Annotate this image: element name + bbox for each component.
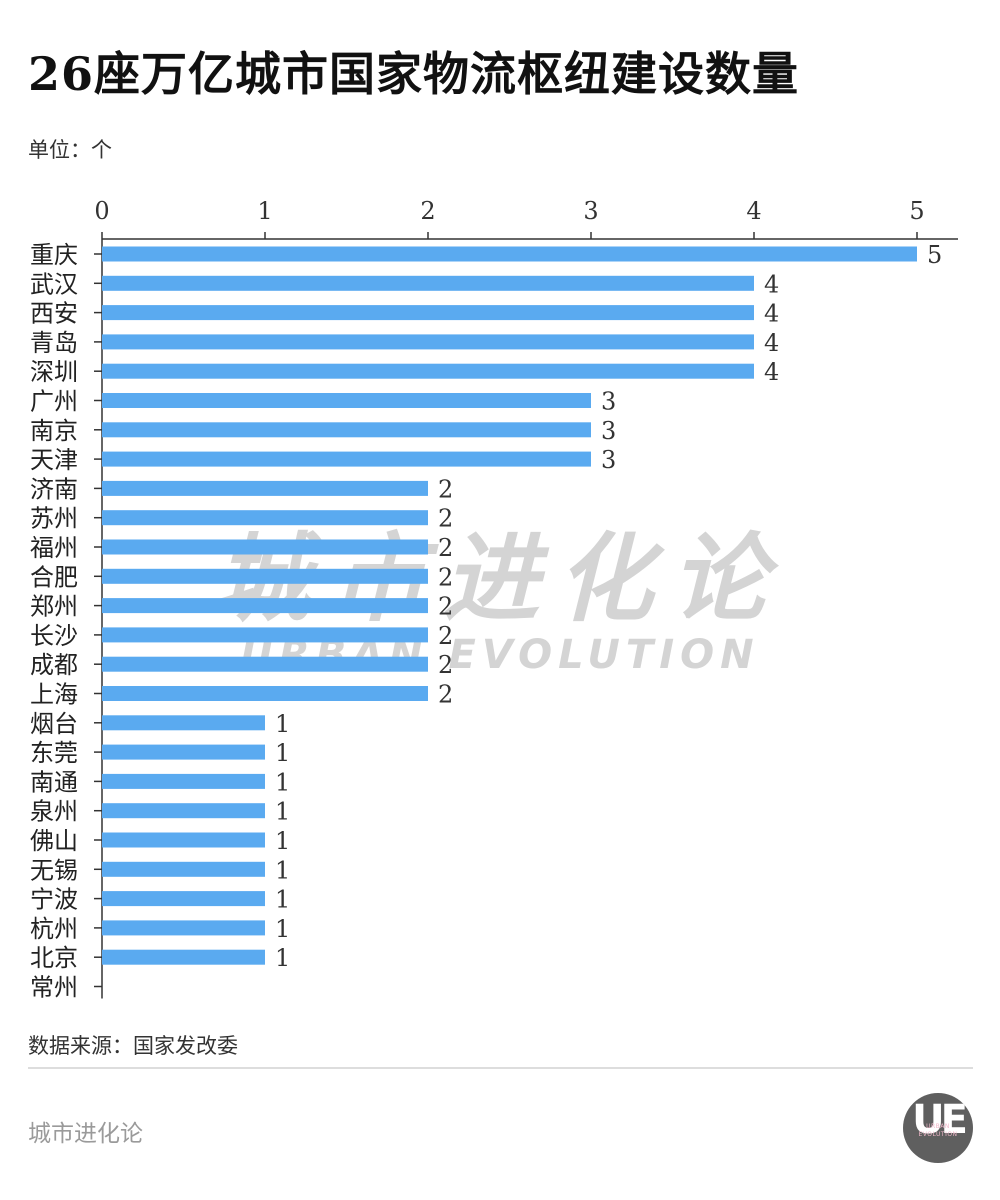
x-tick-label: 2 bbox=[420, 197, 435, 225]
value-label: 4 bbox=[764, 329, 779, 357]
category-label: 重庆 bbox=[30, 241, 78, 269]
bar bbox=[102, 363, 754, 379]
category-label: 宁波 bbox=[30, 886, 78, 914]
bar bbox=[102, 891, 265, 907]
category-label: 泉州 bbox=[30, 798, 78, 826]
x-tick-label: 3 bbox=[583, 197, 598, 225]
category-label: 南通 bbox=[30, 768, 78, 796]
category-label: 广州 bbox=[30, 388, 78, 416]
value-label: 3 bbox=[601, 446, 616, 474]
bar bbox=[102, 949, 265, 965]
bar bbox=[102, 656, 428, 672]
logo-letters: UE bbox=[912, 1097, 968, 1143]
value-label: 3 bbox=[601, 417, 616, 445]
x-tick-label: 1 bbox=[257, 197, 272, 225]
bar bbox=[102, 568, 428, 584]
bar bbox=[102, 510, 428, 526]
category-label: 青岛 bbox=[30, 329, 78, 357]
value-label: 1 bbox=[275, 915, 290, 943]
logo-sub-line-1: URBAN bbox=[926, 1123, 950, 1130]
value-label: 4 bbox=[764, 358, 779, 386]
bar bbox=[102, 305, 754, 321]
value-label: 1 bbox=[275, 710, 290, 738]
chart-title: 26座万亿城市国家物流枢纽建设数量 bbox=[28, 47, 800, 101]
x-tick-label: 4 bbox=[746, 197, 761, 225]
brand-logo: UE URBAN EVOLUTION bbox=[903, 1093, 973, 1163]
value-label: 2 bbox=[438, 534, 453, 562]
bar bbox=[102, 393, 591, 408]
value-label: 1 bbox=[275, 739, 290, 767]
bar bbox=[102, 627, 428, 643]
bar bbox=[102, 246, 917, 262]
x-tick-label: 5 bbox=[909, 197, 924, 225]
bar bbox=[102, 803, 265, 819]
value-label: 1 bbox=[275, 886, 290, 914]
value-label: 4 bbox=[764, 270, 779, 298]
footer-brand: 城市进化论 bbox=[28, 1121, 143, 1147]
bar bbox=[102, 715, 265, 731]
bar bbox=[102, 334, 754, 350]
category-label: 上海 bbox=[30, 681, 78, 709]
category-label: 无锡 bbox=[30, 856, 78, 884]
category-label: 武汉 bbox=[30, 270, 78, 298]
bar bbox=[102, 598, 428, 614]
value-label: 2 bbox=[438, 505, 453, 533]
bar bbox=[102, 539, 428, 555]
category-label: 郑州 bbox=[30, 593, 78, 621]
value-label: 1 bbox=[275, 856, 290, 884]
value-label: 2 bbox=[438, 475, 453, 503]
bar bbox=[102, 744, 265, 760]
category-label: 苏州 bbox=[30, 505, 78, 533]
category-label: 合肥 bbox=[30, 563, 78, 591]
value-label: 5 bbox=[927, 241, 942, 269]
value-label: 1 bbox=[275, 944, 290, 972]
value-label: 3 bbox=[601, 388, 616, 416]
unit-label: 单位：个 bbox=[28, 138, 112, 162]
bar bbox=[102, 686, 428, 701]
category-label: 成都 bbox=[30, 651, 78, 679]
category-label: 深圳 bbox=[30, 358, 78, 386]
category-label: 佛山 bbox=[30, 827, 78, 855]
logo-sub-line-2: EVOLUTION bbox=[918, 1131, 958, 1138]
value-label: 2 bbox=[438, 622, 453, 650]
bar bbox=[102, 422, 591, 438]
category-label: 杭州 bbox=[30, 915, 78, 943]
value-label: 1 bbox=[275, 768, 290, 796]
bar bbox=[102, 861, 265, 877]
value-label: 2 bbox=[438, 593, 453, 621]
value-label: 2 bbox=[438, 681, 453, 709]
category-label: 南京 bbox=[30, 417, 78, 445]
x-tick-label: 0 bbox=[94, 197, 109, 225]
value-label: 4 bbox=[764, 300, 779, 328]
footer-divider bbox=[28, 1067, 973, 1069]
category-label: 常州 bbox=[30, 974, 78, 1002]
logo-subtitle: URBAN EVOLUTION bbox=[903, 1123, 973, 1139]
category-label: 天津 bbox=[30, 446, 78, 474]
category-label: 济南 bbox=[30, 475, 78, 503]
value-label: 1 bbox=[275, 827, 290, 855]
value-label: 1 bbox=[275, 798, 290, 826]
bar bbox=[102, 480, 428, 496]
bar bbox=[102, 920, 265, 936]
category-label: 烟台 bbox=[30, 710, 78, 738]
bar bbox=[102, 275, 754, 291]
value-label: 2 bbox=[438, 651, 453, 679]
category-label: 福州 bbox=[30, 534, 78, 562]
bar bbox=[102, 832, 265, 848]
bar bbox=[102, 773, 265, 789]
category-label: 北京 bbox=[30, 944, 78, 972]
value-label: 2 bbox=[438, 563, 453, 591]
bar bbox=[102, 451, 591, 467]
category-label: 长沙 bbox=[30, 622, 78, 650]
category-label: 西安 bbox=[30, 300, 78, 328]
category-label: 东莞 bbox=[30, 739, 78, 767]
data-source: 数据来源：国家发改委 bbox=[28, 1034, 238, 1058]
